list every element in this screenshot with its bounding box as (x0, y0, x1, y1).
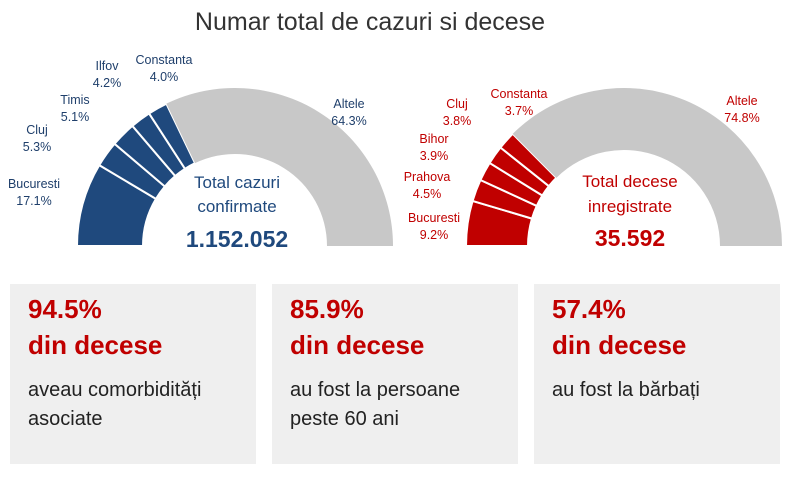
slice-label: Ilfov 4.2% (93, 59, 122, 90)
stat-card-headline: din decese (552, 330, 687, 360)
gauge-chart-deaths: Bucuresti 9.2% Prahova 4.5% Bihor 3.9% Cluj 3.8… (404, 87, 782, 251)
stat-card-percent: 85.9% (290, 294, 364, 324)
stat-card-percent: 57.4% (552, 294, 626, 324)
stat-card-comorbidities: 94.5% din decese aveau comorbidități aso… (10, 284, 256, 464)
gauge-slice-altele (166, 88, 393, 246)
stat-card-percent: 94.5% (28, 294, 102, 324)
page-title: Numar total de cazuri si decese (194, 8, 546, 36)
gauge-center-label: Total cazuri (194, 173, 280, 192)
stat-card-description: au fost la bărbați (552, 379, 700, 401)
slice-label: Bucuresti 9.2% (408, 211, 460, 242)
gauge-slice-altele (512, 88, 782, 247)
slice-label: Bucuresti 17.1% (8, 177, 60, 208)
stat-card-age: 85.9% din decese au fost la persoane pes… (272, 284, 518, 464)
gauge-center-label: confirmate (197, 197, 276, 216)
gauge-center-label: Total decese (582, 172, 677, 191)
stat-card-gender: 57.4% din decese au fost la bărbați (534, 284, 780, 464)
stat-card-headline: din decese (290, 330, 425, 360)
slice-label: Timis 5.1% (60, 93, 89, 124)
slice-label: Constanta 4.0% (136, 53, 193, 84)
gauge-slice-constanta (147, 102, 197, 171)
slice-label: Cluj 3.8% (443, 97, 472, 128)
slice-label: Altele 64.3% (331, 97, 366, 128)
slice-label: Prahova 4.5% (404, 170, 451, 201)
slice-label: Bihor 3.9% (419, 132, 448, 163)
gauge-charts: Bucuresti 17.1% Cluj 5.3% Timis 5.1%Ilfov 4.2%… (8, 53, 782, 252)
gauge-total-value: 1.152.052 (186, 226, 288, 252)
stat-card-headline: din decese (28, 330, 163, 360)
slice-label: Cluj 5.3% (23, 123, 52, 154)
slice-label: Altele 74.8% (724, 94, 759, 125)
stat-card-description: au fost la persoane peste 60 ani (290, 379, 461, 430)
gauge-total-value: 35.592 (595, 225, 665, 251)
stat-card-description: aveau comorbidități asociate (28, 379, 202, 430)
gauge-center-label: inregistrate (588, 197, 672, 216)
slice-label: Constanta 3.7% (491, 87, 548, 118)
gauge-chart-cases: Bucuresti 17.1% Cluj 5.3% Timis 5.1%Ilfov 4.2%… (8, 53, 393, 252)
